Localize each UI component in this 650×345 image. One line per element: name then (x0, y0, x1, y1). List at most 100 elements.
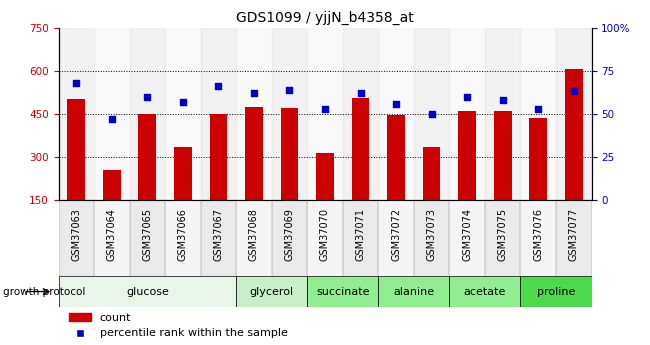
Bar (414, 200, 449, 276)
Bar (165, 200, 201, 276)
Bar (236, 200, 272, 276)
Text: GSM37072: GSM37072 (391, 208, 401, 261)
Bar (58, 200, 94, 276)
Bar (272, 200, 307, 276)
Bar (521, 200, 556, 276)
Bar (236, 276, 307, 307)
Point (107, 116, 117, 122)
Bar (129, 200, 165, 276)
Bar (165, 200, 201, 276)
Bar (236, 200, 272, 276)
Bar (201, 200, 236, 276)
Bar (58, 200, 94, 276)
Point (142, 94, 153, 99)
Bar (272, 200, 307, 276)
Point (462, 94, 473, 99)
Bar (307, 200, 343, 276)
Text: GSM37077: GSM37077 (569, 208, 578, 261)
Text: acetate: acetate (463, 287, 506, 296)
Bar (565, 69, 582, 200)
Bar (209, 114, 228, 200)
Bar (307, 200, 343, 276)
Bar (138, 114, 156, 200)
Bar (58, 276, 236, 307)
Bar (201, 200, 236, 276)
Point (356, 90, 366, 96)
Bar (201, 28, 236, 200)
Bar (485, 200, 521, 276)
Bar (307, 276, 378, 307)
Text: GSM37076: GSM37076 (533, 208, 543, 261)
Bar (378, 200, 414, 276)
Bar (422, 147, 441, 200)
Bar (449, 200, 485, 276)
Bar (378, 200, 414, 276)
Bar (245, 107, 263, 200)
Bar (414, 200, 449, 276)
Text: GSM37066: GSM37066 (178, 208, 188, 260)
Text: GSM37071: GSM37071 (356, 208, 365, 261)
Text: GSM37067: GSM37067 (213, 208, 224, 261)
Bar (521, 28, 556, 200)
Legend: count, percentile rank within the sample: count, percentile rank within the sample (64, 308, 292, 343)
Text: GSM37074: GSM37074 (462, 208, 472, 261)
Bar (556, 200, 592, 276)
Bar (387, 115, 405, 200)
Text: glucose: glucose (126, 287, 169, 296)
Point (284, 87, 294, 92)
Text: alanine: alanine (393, 287, 434, 296)
Point (426, 111, 437, 117)
Point (391, 101, 401, 106)
Bar (378, 28, 414, 200)
Bar (58, 28, 94, 200)
Bar (307, 28, 343, 200)
Bar (236, 28, 272, 200)
Bar (129, 200, 165, 276)
Bar (529, 118, 547, 200)
Bar (343, 200, 378, 276)
Text: succinate: succinate (316, 287, 369, 296)
Point (569, 89, 579, 94)
Bar (449, 28, 485, 200)
Bar (94, 200, 129, 276)
Text: GSM37063: GSM37063 (72, 208, 81, 260)
Text: glycerol: glycerol (250, 287, 294, 296)
Bar (129, 28, 165, 200)
Bar (494, 111, 512, 200)
Point (177, 99, 188, 105)
Bar (352, 98, 369, 200)
Bar (103, 170, 121, 200)
Point (533, 106, 543, 111)
Point (249, 90, 259, 96)
Bar (458, 111, 476, 200)
Bar (521, 276, 592, 307)
Bar (556, 200, 592, 276)
Text: GSM37073: GSM37073 (426, 208, 437, 261)
Bar (94, 28, 129, 200)
Bar (272, 28, 307, 200)
Bar (343, 28, 378, 200)
Bar (521, 200, 556, 276)
Bar (378, 276, 449, 307)
Text: proline: proline (537, 287, 575, 296)
Bar (68, 99, 85, 200)
Point (71, 80, 81, 86)
Point (320, 106, 330, 111)
Text: GSM37069: GSM37069 (285, 208, 294, 260)
Title: GDS1099 / yjjN_b4358_at: GDS1099 / yjjN_b4358_at (236, 11, 414, 25)
Bar (485, 200, 521, 276)
Bar (174, 147, 192, 200)
Bar (316, 152, 334, 200)
Text: GSM37065: GSM37065 (142, 208, 152, 261)
Text: GSM37068: GSM37068 (249, 208, 259, 260)
Bar (449, 200, 485, 276)
Text: GSM37075: GSM37075 (498, 208, 508, 261)
Text: GSM37070: GSM37070 (320, 208, 330, 261)
Bar (485, 28, 521, 200)
Bar (414, 28, 449, 200)
Bar (343, 200, 378, 276)
Bar (281, 108, 298, 200)
Text: growth protocol: growth protocol (3, 287, 86, 296)
Point (213, 83, 224, 89)
Bar (556, 28, 592, 200)
